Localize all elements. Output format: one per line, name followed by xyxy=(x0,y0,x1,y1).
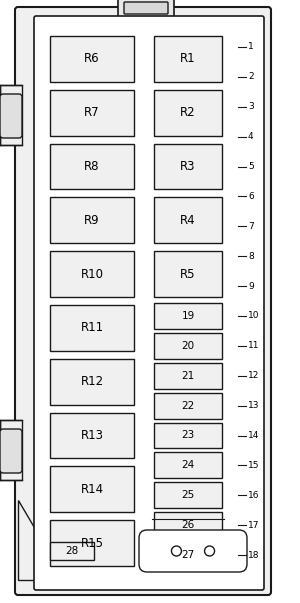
FancyBboxPatch shape xyxy=(154,303,222,329)
FancyBboxPatch shape xyxy=(139,530,247,572)
FancyBboxPatch shape xyxy=(50,305,134,351)
Text: 18: 18 xyxy=(248,551,260,560)
FancyBboxPatch shape xyxy=(34,16,264,590)
FancyBboxPatch shape xyxy=(50,542,94,560)
Text: 10: 10 xyxy=(248,311,260,320)
FancyBboxPatch shape xyxy=(154,393,222,418)
Text: R14: R14 xyxy=(80,483,104,496)
Text: R7: R7 xyxy=(84,106,100,119)
FancyBboxPatch shape xyxy=(154,482,222,508)
Text: 15: 15 xyxy=(248,461,260,470)
Text: R4: R4 xyxy=(180,214,196,227)
Text: 28: 28 xyxy=(65,546,79,556)
FancyBboxPatch shape xyxy=(118,0,174,18)
FancyBboxPatch shape xyxy=(124,2,168,14)
Text: R2: R2 xyxy=(180,106,196,119)
Text: R5: R5 xyxy=(180,268,196,280)
Text: 5: 5 xyxy=(248,162,254,171)
Text: 25: 25 xyxy=(182,490,195,500)
Text: 2: 2 xyxy=(248,72,254,81)
Polygon shape xyxy=(18,500,65,580)
FancyBboxPatch shape xyxy=(154,363,222,389)
FancyBboxPatch shape xyxy=(50,520,134,566)
Bar xyxy=(0,420,22,480)
Text: 17: 17 xyxy=(248,520,260,529)
Text: R8: R8 xyxy=(84,160,100,173)
Text: R9: R9 xyxy=(84,214,100,227)
Text: 9: 9 xyxy=(248,282,254,291)
FancyBboxPatch shape xyxy=(154,452,222,478)
Text: R13: R13 xyxy=(80,429,104,442)
Text: 23: 23 xyxy=(182,431,195,441)
FancyBboxPatch shape xyxy=(154,333,222,359)
Text: R12: R12 xyxy=(80,375,104,388)
FancyBboxPatch shape xyxy=(154,90,222,136)
Text: 12: 12 xyxy=(248,371,260,380)
FancyBboxPatch shape xyxy=(154,144,222,189)
FancyBboxPatch shape xyxy=(50,412,134,458)
FancyBboxPatch shape xyxy=(50,144,134,189)
FancyBboxPatch shape xyxy=(15,7,271,595)
FancyBboxPatch shape xyxy=(50,90,134,136)
FancyBboxPatch shape xyxy=(0,429,22,473)
FancyBboxPatch shape xyxy=(50,197,134,243)
Text: 13: 13 xyxy=(248,401,260,410)
FancyBboxPatch shape xyxy=(154,512,222,538)
Bar xyxy=(0,85,22,145)
Text: 22: 22 xyxy=(182,400,195,411)
Text: R15: R15 xyxy=(80,537,104,549)
FancyBboxPatch shape xyxy=(154,542,222,568)
FancyBboxPatch shape xyxy=(154,423,222,449)
Text: R6: R6 xyxy=(84,52,100,65)
Text: 3: 3 xyxy=(248,103,254,111)
FancyBboxPatch shape xyxy=(50,466,134,512)
Text: 27: 27 xyxy=(182,550,195,560)
FancyBboxPatch shape xyxy=(154,36,222,82)
FancyBboxPatch shape xyxy=(50,359,134,405)
Text: 6: 6 xyxy=(248,192,254,201)
FancyBboxPatch shape xyxy=(50,36,134,82)
Text: 1: 1 xyxy=(248,42,254,51)
Text: 20: 20 xyxy=(182,341,195,351)
FancyBboxPatch shape xyxy=(0,94,22,138)
Text: 4: 4 xyxy=(248,132,254,141)
Text: 11: 11 xyxy=(248,341,260,350)
Text: R1: R1 xyxy=(180,52,196,65)
Circle shape xyxy=(171,546,182,556)
FancyBboxPatch shape xyxy=(50,251,134,297)
FancyBboxPatch shape xyxy=(154,251,222,297)
Text: R10: R10 xyxy=(80,268,104,280)
Text: 16: 16 xyxy=(248,491,260,500)
Text: R11: R11 xyxy=(80,321,104,335)
Text: 24: 24 xyxy=(182,460,195,470)
Text: 7: 7 xyxy=(248,222,254,231)
Text: 26: 26 xyxy=(182,520,195,530)
Text: R3: R3 xyxy=(180,160,196,173)
FancyBboxPatch shape xyxy=(154,197,222,243)
Circle shape xyxy=(205,546,214,556)
Text: 8: 8 xyxy=(248,251,254,260)
Text: 14: 14 xyxy=(248,431,260,440)
Text: 21: 21 xyxy=(182,371,195,380)
Text: 19: 19 xyxy=(182,311,195,321)
